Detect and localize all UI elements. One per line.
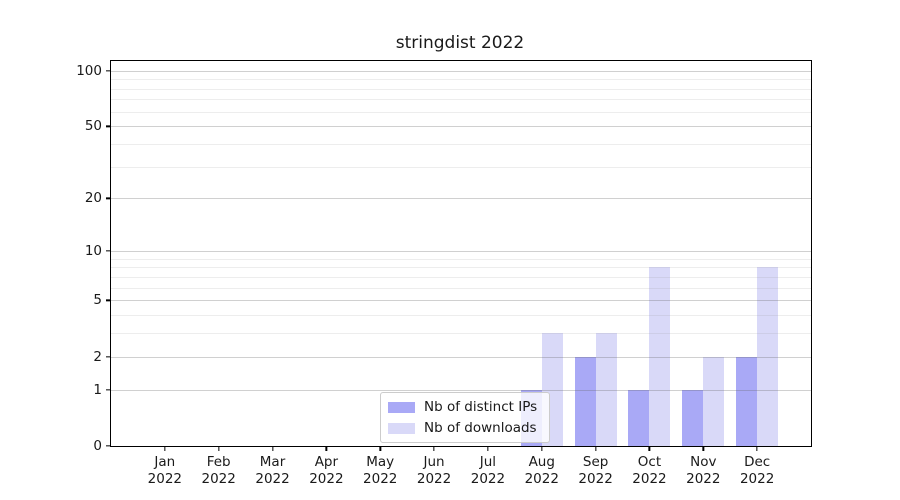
x-tick-label: Oct 2022: [632, 454, 667, 487]
x-tick-mark: [271, 447, 274, 451]
y-tick-label: 20: [84, 190, 102, 207]
gridline-minor: [111, 258, 811, 260]
x-tick-mark: [648, 447, 651, 451]
bar-downloads-sep-2022: [595, 333, 617, 446]
x-tick-mark: [379, 447, 381, 451]
x-tick-label: Jan 2022: [147, 454, 183, 487]
y-tick-label: 5: [93, 292, 102, 309]
y-tick-mark: [106, 356, 110, 358]
gridline-major: [111, 251, 811, 253]
x-tick-label: Dec 2022: [739, 454, 775, 487]
x-tick-mark: [487, 447, 489, 451]
legend-label-distinct-ips: Nb of distinct IPs: [424, 399, 538, 415]
gridline-minor: [111, 99, 811, 101]
y-tick-label: 10: [84, 243, 102, 260]
gridline-minor: [111, 79, 811, 81]
y-tick-mark: [106, 125, 110, 127]
gridline-minor: [111, 333, 811, 335]
x-tick-label: Sep 2022: [578, 454, 613, 487]
bar-downloads-oct-2022: [649, 267, 671, 446]
gridline-minor: [111, 88, 811, 90]
x-tick-mark: [756, 447, 758, 451]
bar-downloads-nov-2022: [703, 356, 725, 446]
plot-area: 0 1 2 5 10 20 50 100 Jan 2022 Feb 2022 Mar 2022 Apr…: [76, 60, 812, 487]
gridline-major: [111, 126, 811, 128]
y-tick-mark: [106, 197, 110, 200]
legend-item-distinct-ips: Nb of distinct IPs: [388, 399, 537, 415]
y-tick-label: 50: [84, 118, 102, 135]
grid-layer: [111, 61, 811, 446]
legend-item-downloads: Nb of downloads: [388, 420, 537, 436]
gridline-minor: [111, 315, 811, 317]
gridline-major: [111, 70, 811, 72]
x-tick-mark: [433, 447, 435, 451]
bar-distinct-ips-sep-2022: [574, 356, 596, 446]
legend: Nb of distinct IPs Nb of downloads: [380, 392, 551, 443]
y-tick-mark: [106, 445, 110, 447]
legend-label-downloads: Nb of downloads: [424, 420, 537, 436]
y-tick-mark: [106, 70, 110, 72]
y-tick-label: 1: [93, 381, 102, 398]
bars-layer: [111, 61, 811, 446]
x-tick-label: Nov 2022: [686, 454, 721, 487]
gridline-minor: [111, 267, 811, 269]
gridline-major: [111, 198, 811, 200]
gridline-minor: [111, 276, 811, 278]
x-tick-mark: [594, 447, 597, 451]
gridline-minor: [111, 144, 811, 146]
x-tick-label: Feb 2022: [201, 454, 236, 487]
gridline-minor: [111, 166, 811, 168]
y-tick-mark: [106, 299, 110, 301]
x-tick-label: Aug 2022: [524, 454, 559, 487]
chart-title: stringdist 2022: [395, 33, 525, 53]
bar-downloads-dec-2022: [757, 267, 779, 446]
y-tick-mark: [106, 250, 110, 252]
bar-distinct-ips-dec-2022: [736, 356, 758, 446]
x-tick-mark: [218, 447, 220, 451]
x-tick-label: Mar 2022: [255, 454, 290, 487]
x-tick-label: Jun 2022: [416, 454, 452, 487]
gridline-major: [111, 300, 811, 302]
x-tick-mark: [164, 447, 166, 451]
x-tick-label: Apr 2022: [309, 454, 344, 487]
legend-swatch-downloads: [388, 422, 415, 434]
gridline-minor: [111, 111, 811, 113]
axis-layer: 0 1 2 5 10 20 50 100 Jan 2022 Feb 2022 Mar 2022 Apr…: [76, 61, 811, 487]
x-tick-mark: [541, 447, 543, 451]
y-tick-mark: [106, 388, 110, 391]
gridline-major: [111, 389, 811, 391]
y-tick-label: 100: [76, 62, 102, 79]
gridline-major: [111, 356, 811, 358]
x-tick-label: Jul 2022: [470, 454, 506, 487]
x-tick-mark: [325, 447, 328, 451]
gridline-minor: [111, 287, 811, 289]
legend-swatch-distinct-ips: [388, 401, 415, 413]
bar-distinct-ips-oct-2022: [628, 389, 650, 446]
y-tick-label: 0: [93, 438, 102, 454]
y-tick-label: 2: [93, 348, 102, 365]
bar-distinct-ips-nov-2022: [682, 389, 704, 446]
x-tick-mark: [702, 447, 704, 451]
x-tick-label: May 2022: [363, 454, 398, 487]
